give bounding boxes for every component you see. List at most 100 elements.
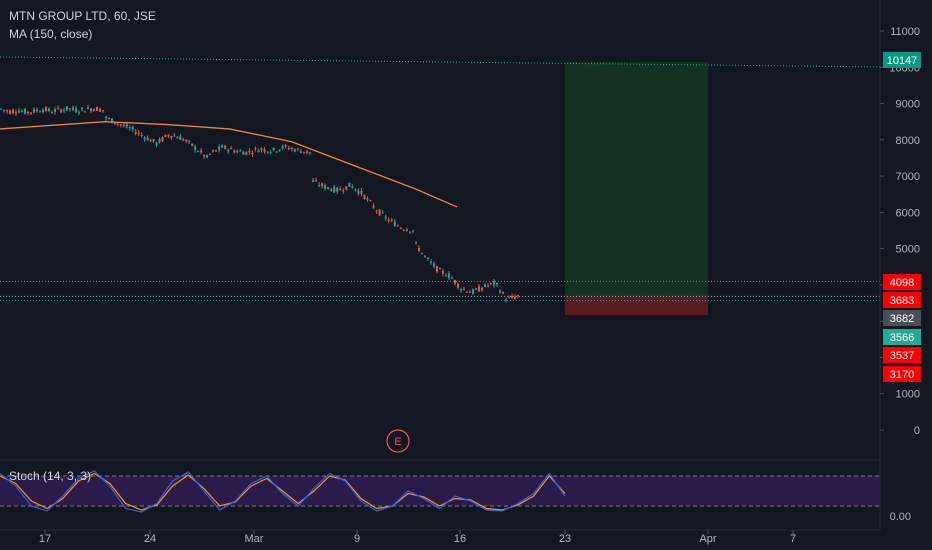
candle-body xyxy=(442,270,444,274)
x-tick-label: 7 xyxy=(790,533,796,545)
candle-body xyxy=(105,116,107,119)
candle-body xyxy=(9,110,11,114)
candle-body xyxy=(140,134,143,136)
candle-body xyxy=(152,139,155,142)
candle-body xyxy=(466,291,468,293)
candle-body xyxy=(179,136,182,140)
candle-body xyxy=(357,190,360,194)
candle-body xyxy=(302,151,305,153)
candle-body xyxy=(194,146,197,150)
y-tick-label: 6000 xyxy=(896,207,920,219)
candle-body xyxy=(411,230,414,232)
price-tag-label: 3170 xyxy=(890,369,914,381)
candle-body xyxy=(427,257,429,259)
price-tag-label: 3683 xyxy=(890,295,914,307)
candle-body xyxy=(393,221,396,227)
candle-body xyxy=(128,127,131,129)
candle-body xyxy=(345,186,348,190)
candle-body xyxy=(324,185,327,189)
candle-body xyxy=(110,118,113,124)
candle-body xyxy=(102,110,104,112)
candle-body xyxy=(233,150,236,153)
x-tick-label: 17 xyxy=(39,533,51,545)
candle-body xyxy=(290,147,293,150)
candle-body xyxy=(134,131,137,134)
candle-body xyxy=(378,209,381,216)
candle-body xyxy=(72,107,74,110)
candle-body xyxy=(296,148,299,150)
candle-body xyxy=(167,134,170,137)
candle-body xyxy=(318,184,321,186)
candle-body xyxy=(60,109,62,113)
ma-line xyxy=(0,121,458,208)
price-level-lines xyxy=(0,56,881,302)
candle-body xyxy=(381,212,384,214)
candle-body xyxy=(272,147,275,151)
candle-body xyxy=(387,219,390,222)
candle-body xyxy=(484,283,486,287)
candle-body xyxy=(66,106,68,111)
candle-body xyxy=(206,155,209,158)
candle-body xyxy=(375,210,378,212)
x-axis[interactable]: 17 24 Mar 9 16 23 Apr 7 xyxy=(0,529,880,545)
candle-body xyxy=(113,123,116,125)
candle-body xyxy=(200,150,203,153)
stoch-d-line xyxy=(0,472,566,511)
stoch-pane[interactable]: 0.00 xyxy=(0,470,911,523)
candle-body xyxy=(155,142,158,146)
price-tag-3537 xyxy=(883,347,921,363)
candle-body xyxy=(275,151,278,153)
candle-body xyxy=(230,147,233,149)
candle-body xyxy=(54,109,56,112)
candle-body xyxy=(161,137,164,142)
candle-body xyxy=(27,111,29,113)
candle-body xyxy=(260,148,263,150)
candle-body xyxy=(15,112,17,114)
candle-body xyxy=(502,292,504,294)
candle-body xyxy=(176,137,179,139)
y-tick-label: 5000 xyxy=(896,244,920,256)
candle-body xyxy=(170,136,173,138)
target-zone[interactable] xyxy=(565,61,708,297)
candle-body xyxy=(481,288,483,290)
y-axis[interactable]: 0100020003000400050006000700080009000100… xyxy=(879,0,920,530)
candle-body xyxy=(305,150,308,153)
candle-body xyxy=(514,296,516,300)
candle-body xyxy=(269,151,272,153)
stop-zone[interactable] xyxy=(565,296,708,316)
candle-body xyxy=(448,273,450,278)
candle-body xyxy=(287,148,290,150)
candle-body xyxy=(402,229,405,231)
price-tag-label: 3682 xyxy=(890,313,914,325)
candle-body xyxy=(475,288,477,290)
candle-body xyxy=(248,150,251,153)
candle-body xyxy=(312,180,314,182)
candle-body xyxy=(284,144,287,147)
candle-body xyxy=(399,227,402,229)
position-tool[interactable] xyxy=(565,61,708,316)
candle-body xyxy=(143,137,146,140)
candle-body xyxy=(99,108,101,112)
candle-body xyxy=(439,268,441,270)
candle-body xyxy=(30,112,32,114)
candle-body xyxy=(63,109,65,111)
x-tick-label: Mar xyxy=(245,533,264,545)
candle-body xyxy=(188,140,191,142)
candle-body xyxy=(119,124,122,126)
candle-body xyxy=(517,295,519,297)
candle-body xyxy=(78,112,80,114)
candle-body xyxy=(257,150,260,153)
candle-body xyxy=(6,110,8,112)
candle-body xyxy=(360,190,363,195)
candle-body xyxy=(227,149,230,152)
candle-body xyxy=(457,283,459,288)
candle-body xyxy=(424,255,426,257)
candle-body xyxy=(164,134,167,137)
candle-body xyxy=(445,275,447,277)
candle-body xyxy=(390,219,393,221)
candle-body xyxy=(24,109,26,114)
price-tag-label: 3537 xyxy=(890,350,914,362)
candle-body xyxy=(369,200,372,202)
event-marker[interactable]: E xyxy=(386,429,410,453)
